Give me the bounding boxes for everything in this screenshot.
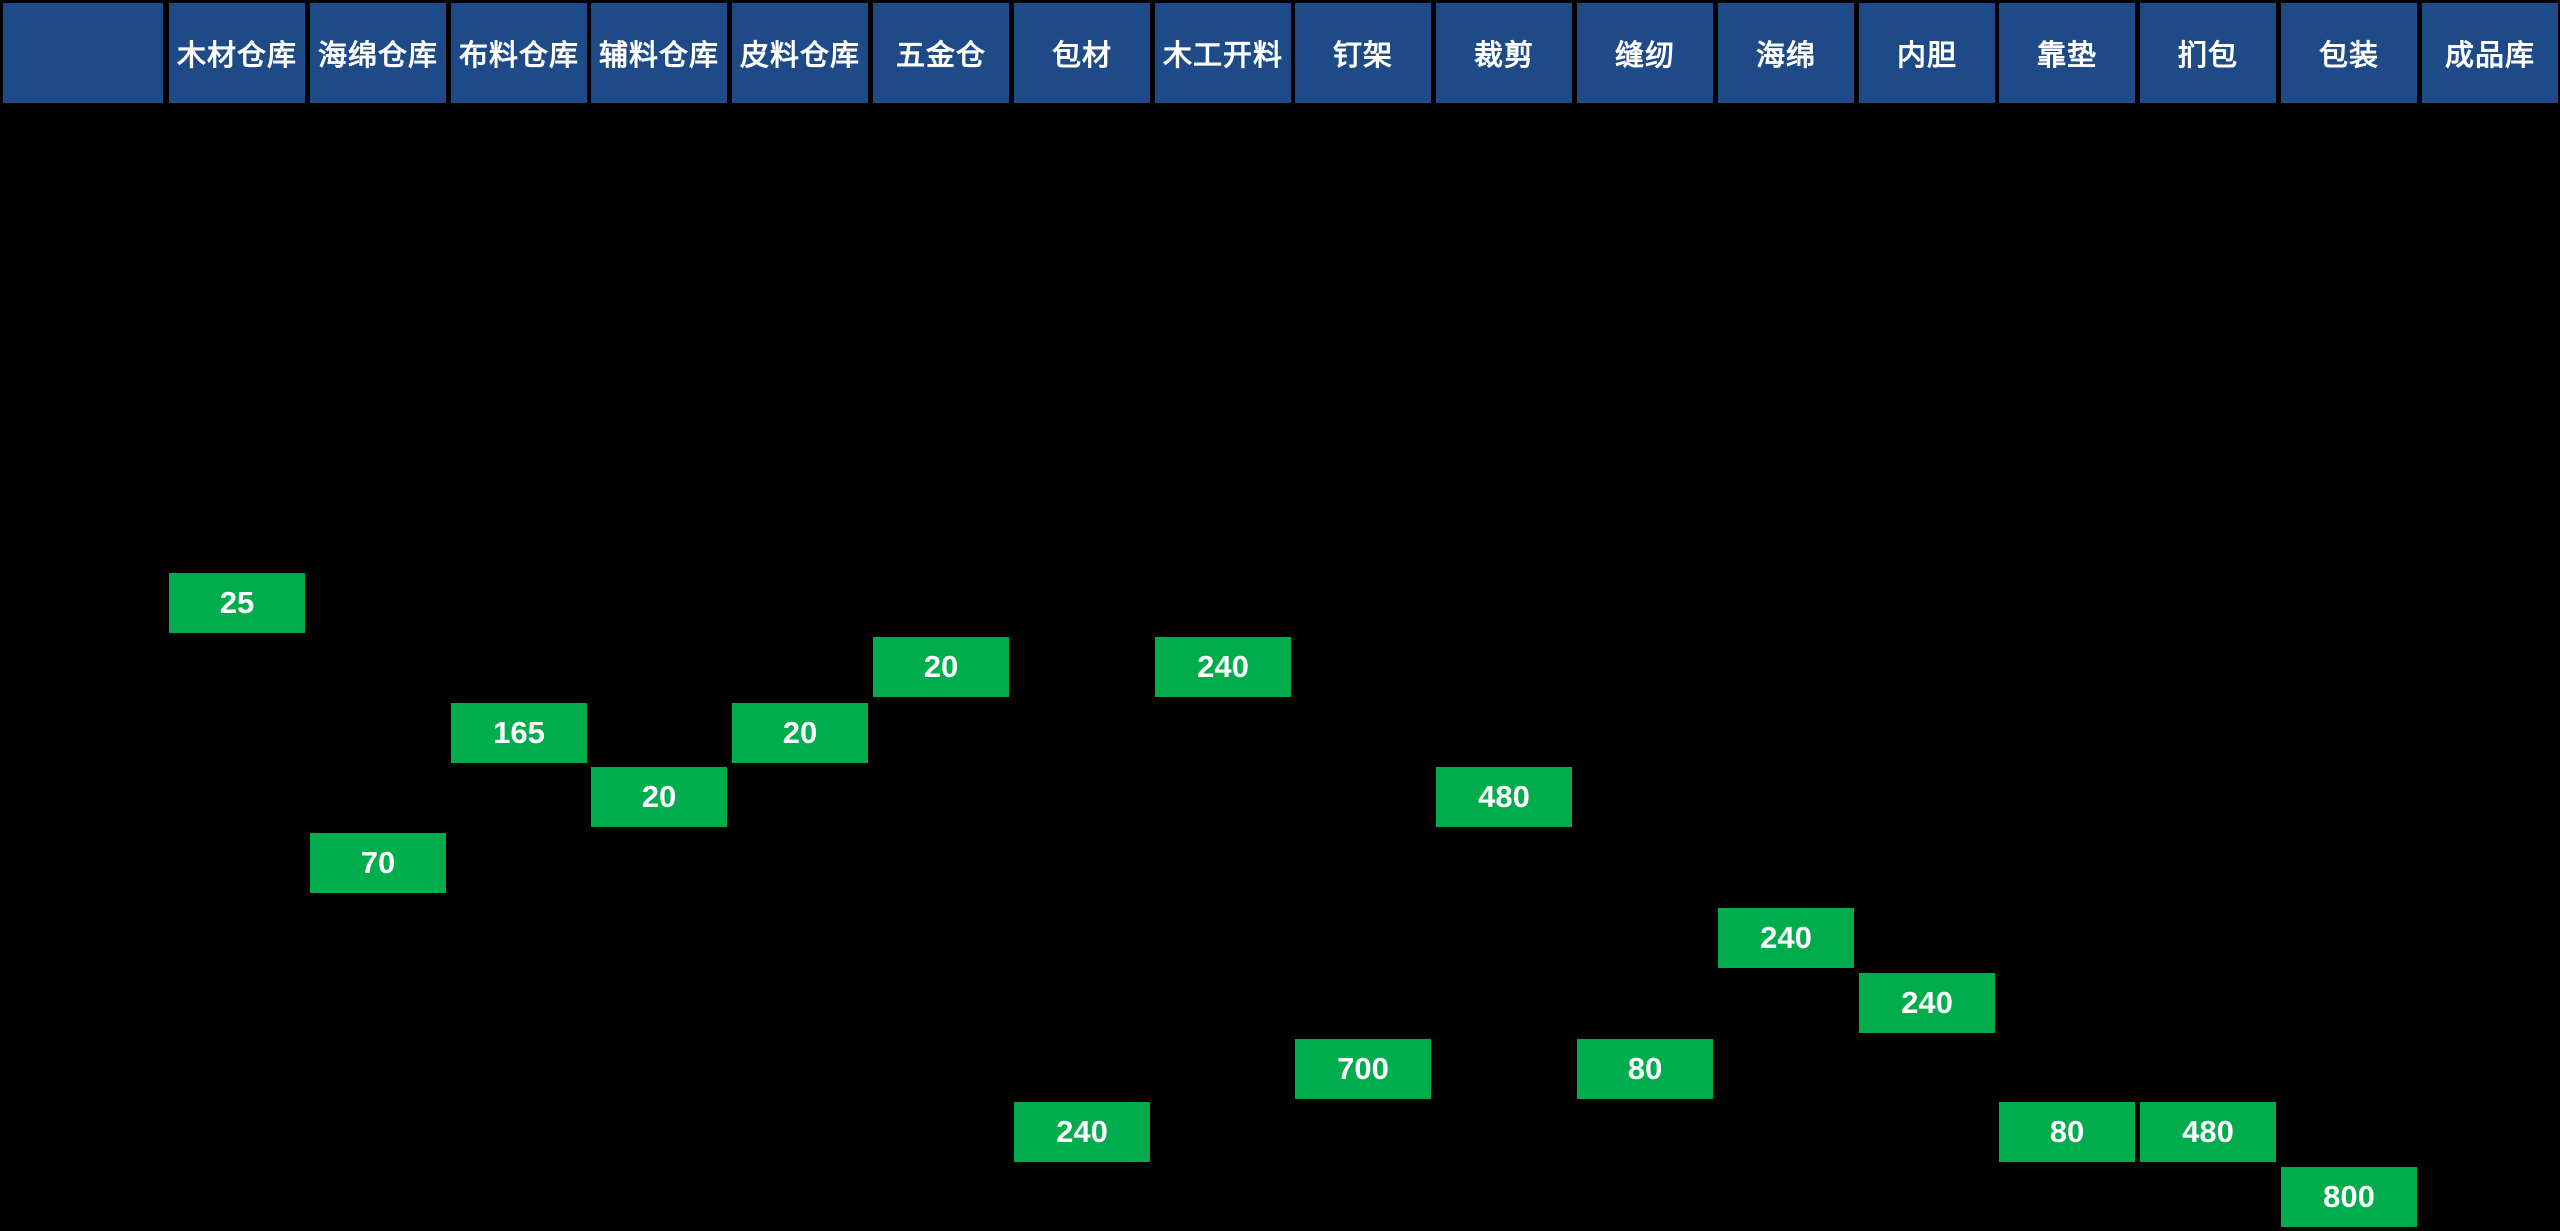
quantity-cell-4[interactable]: 20 [732,703,868,763]
column-header-6: 包材 [1014,3,1150,103]
column-header-12: 内胆 [1859,3,1995,103]
column-header-11: 海绵 [1718,3,1854,103]
quantity-cell-14[interactable]: 480 [2140,1102,2276,1162]
quantity-cell-3[interactable]: 165 [451,703,587,763]
column-header-14: 扪包 [2140,3,2276,103]
quantity-cell-10[interactable]: 700 [1295,1039,1431,1099]
header-corner-cell [3,3,163,103]
quantity-cell-12[interactable]: 240 [1014,1102,1150,1162]
column-header-9: 裁剪 [1436,3,1572,103]
column-header-2: 布料仓库 [451,3,587,103]
column-header-4: 皮料仓库 [732,3,868,103]
quantity-cell-9[interactable]: 240 [1859,973,1995,1033]
quantity-cell-5[interactable]: 20 [591,767,727,827]
quantity-cell-6[interactable]: 480 [1436,767,1572,827]
column-header-1: 海绵仓库 [310,3,446,103]
column-header-3: 辅料仓库 [591,3,727,103]
column-header-16: 成品库 [2422,3,2558,103]
quantity-cell-0[interactable]: 25 [169,573,305,633]
column-header-0: 木材仓库 [169,3,305,103]
column-header-7: 木工开料 [1155,3,1291,103]
column-header-13: 靠垫 [1999,3,2135,103]
column-header-8: 钉架 [1295,3,1431,103]
quantity-cell-1[interactable]: 20 [873,637,1009,697]
quantity-cell-13[interactable]: 80 [1999,1102,2135,1162]
column-header-5: 五金仓 [873,3,1009,103]
quantity-cell-11[interactable]: 80 [1577,1039,1713,1099]
quantity-cell-2[interactable]: 240 [1155,637,1291,697]
column-header-15: 包装 [2281,3,2417,103]
quantity-cell-15[interactable]: 800 [2281,1167,2417,1227]
quantity-cell-7[interactable]: 70 [310,833,446,893]
column-header-10: 缝纫 [1577,3,1713,103]
quantity-cell-8[interactable]: 240 [1718,908,1854,968]
